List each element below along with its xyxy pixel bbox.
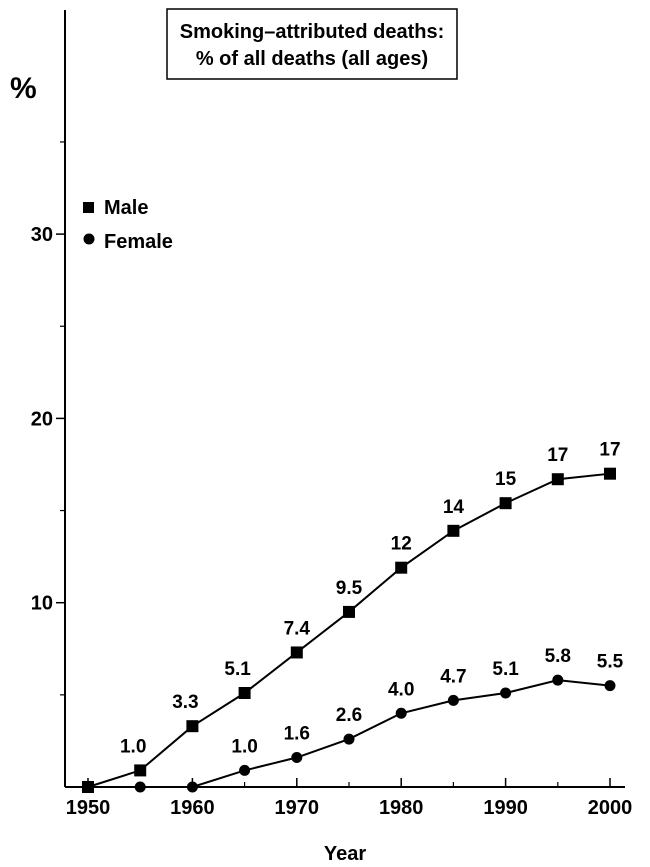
y-axis-label: % <box>10 72 37 105</box>
female-data-label-1980: 4.0 <box>388 679 414 700</box>
female-point-1985 <box>447 694 459 706</box>
female-point-1990 <box>500 687 512 699</box>
female-point-1970 <box>291 752 303 764</box>
male-data-label-2000: 17 <box>599 440 620 461</box>
y-tick-label-20: 20 <box>31 408 53 430</box>
tick-labels: 1950 1960 1970 1980 1990 2000 10 20 30 <box>31 224 633 819</box>
male-data-label-1975: 9.5 <box>336 578 363 599</box>
x-tick-label-1990: 1990 <box>483 797 528 819</box>
female-point-1955 <box>134 781 146 793</box>
female-data-label-1990: 5.1 <box>492 659 519 680</box>
x-tick-label-1980: 1980 <box>379 797 424 819</box>
chart-title-line-1: Smoking–attributed deaths: <box>180 21 444 43</box>
male-data-label-1960: 3.3 <box>172 692 198 713</box>
legend: Male Female <box>83 197 173 253</box>
male-data-label-1990: 15 <box>495 469 517 490</box>
axes <box>64 10 625 788</box>
male-data-label-1980: 12 <box>391 534 412 555</box>
female-point-1980 <box>395 707 407 719</box>
male-data-label-1995: 17 <box>547 445 568 466</box>
male-data-label-1985: 14 <box>443 497 465 518</box>
series-female-line <box>88 679 611 788</box>
x-tick-label-1950: 1950 <box>66 797 111 819</box>
male-point-1990 <box>499 497 512 510</box>
male-point-1985 <box>447 524 460 537</box>
male-point-1960 <box>186 720 199 733</box>
series-female: 1.0 1.6 2.6 4.0 4.7 5.1 5.8 5.5 <box>82 646 624 793</box>
male-data-label-1970: 7.4 <box>284 618 311 639</box>
female-data-label-1995: 5.8 <box>545 646 571 667</box>
legend-male-label: Male <box>104 197 148 219</box>
male-point-1995 <box>551 473 564 486</box>
male-point-1955 <box>134 764 147 777</box>
female-point-1950 <box>82 781 94 793</box>
male-point-1980 <box>395 561 408 574</box>
x-axis-label: Year <box>324 843 366 865</box>
female-point-1960 <box>186 781 198 793</box>
series-layer: 1.0 3.3 5.1 7.4 9.5 12 14 15 17 17 1.0 1.6 2.6 4.0 4.7… <box>82 440 624 793</box>
title-frame <box>166 8 458 80</box>
male-point-1970 <box>290 646 303 659</box>
chart-title-box: Smoking–attributed deaths: % of all deat… <box>166 8 458 80</box>
male-point-1965 <box>238 687 251 700</box>
male-point-1975 <box>343 605 355 618</box>
female-point-1995 <box>552 674 564 686</box>
legend-female-circle-marker <box>83 233 95 245</box>
male-data-label-1965: 5.1 <box>224 659 251 680</box>
chart-title-line-2: % of all deaths (all ages) <box>196 48 428 70</box>
legend-male-square-marker <box>83 202 94 213</box>
tick-marks <box>56 141 611 787</box>
female-data-label-1965: 1.0 <box>231 736 257 757</box>
x-tick-label-1960: 1960 <box>170 797 215 819</box>
y-tick-label-10: 10 <box>31 593 53 615</box>
female-point-1975 <box>343 733 355 745</box>
female-data-label-1985: 4.7 <box>440 666 466 687</box>
female-data-label-2000: 5.5 <box>597 652 624 673</box>
male-data-label-1955: 1.0 <box>120 736 146 757</box>
male-point-2000 <box>604 467 616 480</box>
legend-female-label: Female <box>104 231 173 253</box>
y-tick-label-30: 30 <box>31 224 53 246</box>
female-point-2000 <box>604 680 616 692</box>
x-tick-label-1970: 1970 <box>275 797 320 819</box>
female-data-label-1975: 2.6 <box>336 705 362 726</box>
series-male: 1.0 3.3 5.1 7.4 9.5 12 14 15 17 17 <box>82 440 621 793</box>
female-point-1965 <box>239 764 251 776</box>
x-tick-label-2000: 2000 <box>588 797 633 819</box>
female-data-label-1970: 1.6 <box>284 724 310 745</box>
